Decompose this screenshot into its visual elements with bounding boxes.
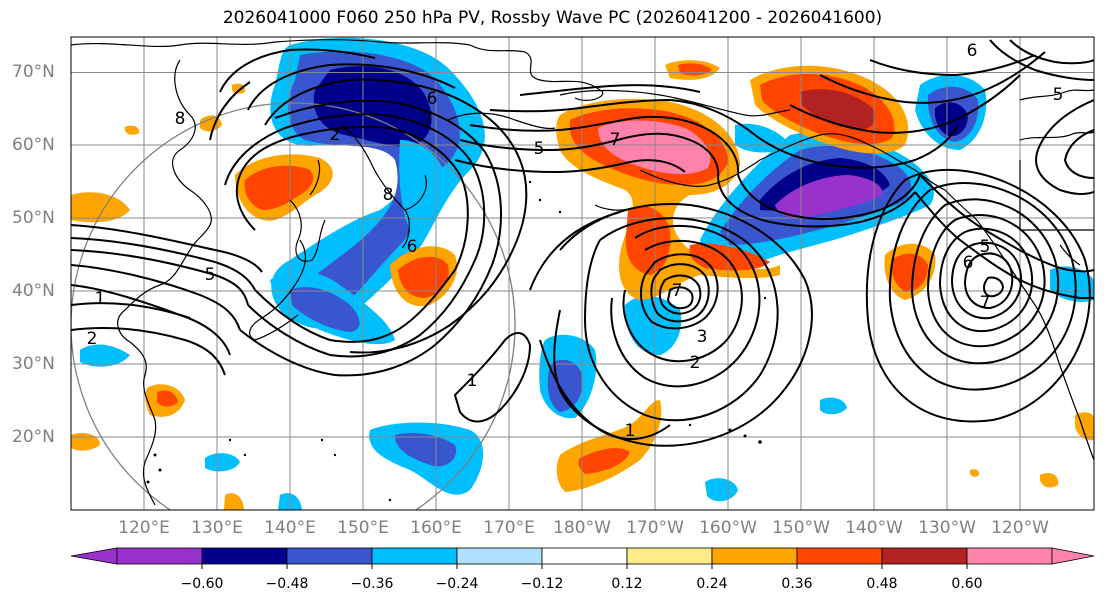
colorbar-tick-label: −0.24 — [435, 576, 479, 592]
contour-label: 6 — [407, 237, 418, 257]
colorbar-extend-high — [1051, 547, 1095, 565]
colorbar-segment — [371, 547, 458, 565]
colorbar-segment — [966, 547, 1053, 565]
shade-pos-small-a — [232, 83, 246, 94]
shade-pos-subtropic-b-mid — [157, 390, 178, 407]
lat-label: 40°N — [12, 281, 55, 301]
lon-label: 120°W — [991, 518, 1049, 538]
contour-label: 1 — [467, 371, 478, 391]
shade-neg-subtropic-c — [205, 453, 240, 472]
colorbar-tick-label: −0.60 — [180, 576, 224, 592]
contour-label: 2 — [690, 353, 701, 373]
shade-pos-west-canada-mid — [891, 253, 928, 292]
shade-pos-subtropic-e — [1040, 473, 1059, 488]
map-title: 2026041000 F060 250 hPa PV, Rossby Wave … — [222, 8, 883, 28]
island-dots — [146, 180, 767, 502]
lon-label: 140°W — [845, 518, 903, 538]
lat-label: 60°N — [12, 135, 55, 155]
lon-label: 140°E — [264, 518, 316, 538]
contour-label: 5 — [1053, 85, 1064, 105]
lon-label: 120°E — [118, 518, 170, 538]
colorbar-tick-label: 0.12 — [611, 576, 643, 592]
shade-pos-subtropic-a-mid — [578, 448, 630, 474]
contour-label: 6 — [427, 89, 438, 109]
contour-label: 3 — [697, 327, 708, 347]
lat-label: 70°N — [12, 62, 55, 82]
lon-label: 170°W — [626, 518, 684, 538]
shade-neg-subtropic-a-mid — [395, 433, 456, 467]
shade-neg-subtropic-d — [705, 478, 738, 502]
lon-label: 180°W — [553, 518, 611, 538]
contour-label: 8 — [383, 185, 394, 205]
colorbar-tick-label: 0.60 — [951, 576, 983, 592]
shade-pos-bering-west-core — [598, 120, 711, 175]
contour-label: 2 — [330, 125, 341, 145]
lon-label: 130°W — [918, 518, 976, 538]
colorbar-segment — [201, 547, 288, 565]
lat-label: 50°N — [12, 208, 55, 228]
shade-pos-gulf-alaska-dark — [800, 89, 876, 130]
contour-labels: 1 2 5 6 7 8 2 5 6 8 7 7 3 2 1 1 5 6 7 5 … — [87, 41, 1064, 441]
contour-label: 1 — [95, 289, 106, 309]
colorbar — [70, 547, 1095, 569]
colorbar-segment — [286, 547, 373, 565]
lon-label: 160°E — [410, 518, 462, 538]
lat-label: 30°N — [12, 354, 55, 374]
shade-neg-japan-mid — [290, 287, 360, 332]
contour-label: 1 — [625, 421, 636, 441]
lon-label: 150°E — [337, 518, 389, 538]
colorbar-segment — [456, 547, 543, 565]
lon-label: 170°E — [483, 518, 535, 538]
shade-pos-hawaii-dot — [970, 469, 980, 477]
colorbar-tick-label: 0.36 — [781, 576, 813, 592]
lon-label: 130°E — [191, 518, 243, 538]
pv-anomaly-shading — [71, 37, 1094, 510]
colorbar-tick-label: 0.24 — [696, 576, 728, 592]
colorbar-tick-label: −0.12 — [520, 576, 564, 592]
contour-label: 8 — [175, 109, 186, 129]
colorbar-segment — [796, 547, 883, 565]
colorbar-tick-label: −0.48 — [265, 576, 309, 592]
colorbar-extend-low — [70, 547, 118, 565]
contour-label: 5 — [980, 237, 991, 257]
contour-label: 7 — [610, 130, 621, 150]
lon-label: 150°W — [772, 518, 830, 538]
lon-label: 160°W — [699, 518, 757, 538]
contour-label: 5 — [534, 139, 545, 159]
contour-label: 7 — [672, 281, 683, 301]
map-plot-area: 1 2 5 6 7 8 2 5 6 8 7 7 3 2 1 1 5 6 7 5 … — [71, 37, 1094, 510]
contour-label: 7 — [980, 293, 991, 313]
shade-neg-west-coast — [1050, 266, 1094, 302]
pv-contours — [71, 39, 1094, 447]
shade-neg-yukon-dark — [934, 102, 968, 137]
map-frame — [70, 36, 1095, 511]
colorbar-segment — [711, 547, 798, 565]
shade-pos-small-b — [125, 125, 140, 135]
colorbar-ticks — [201, 564, 968, 569]
shade-neg-yellow-sea — [80, 344, 130, 367]
contour-label: 2 — [87, 329, 98, 349]
shade-neg-alaska-band-core — [775, 175, 883, 219]
lat-label: 20°N — [12, 427, 55, 447]
colorbar-tick-label: −0.36 — [350, 576, 394, 592]
shade-pos-west-edge — [71, 192, 130, 223]
shade-pos-east-asia-mid — [244, 165, 314, 210]
shade-pos-subtropic-f — [224, 493, 244, 510]
colorbar-segment — [626, 547, 713, 565]
contour-label: 6 — [967, 41, 978, 61]
contour-label: 6 — [963, 253, 974, 273]
colorbar-tick-label: 0.48 — [866, 576, 898, 592]
colorbar-segment — [116, 547, 203, 565]
reference-circle — [71, 102, 516, 510]
contour-label: 5 — [205, 265, 216, 285]
colorbar-segment — [881, 547, 968, 565]
contour-label: 7 — [423, 109, 434, 129]
colorbar-segment — [541, 547, 628, 565]
shade-neg-subtropic-e — [820, 397, 847, 415]
